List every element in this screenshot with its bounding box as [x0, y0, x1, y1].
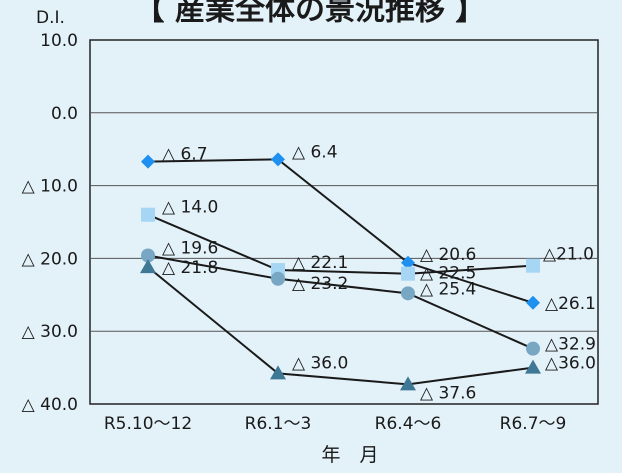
- data-label: △ 22.1: [292, 253, 348, 273]
- data-point-triangle: [400, 376, 416, 391]
- x-tick-label: R6.1〜3: [245, 414, 312, 434]
- x-tick-label: R5.10〜12: [104, 414, 192, 434]
- data-label: △ 6.4: [292, 142, 338, 162]
- x-tick-label: R6.4〜6: [375, 414, 442, 434]
- data-point-circle: [271, 271, 285, 286]
- x-tick-labels: R5.10〜12 R6.1〜3 R6.4〜6 R6.7〜9: [104, 414, 566, 434]
- plot-area-frame: [89, 39, 599, 405]
- data-label: △ 36.0: [292, 353, 348, 373]
- data-label: △ 6.7: [162, 145, 208, 165]
- x-axis-label: 年 月: [321, 444, 378, 466]
- data-point-triangle: [270, 365, 286, 380]
- data-point-circle: [141, 248, 155, 263]
- y-tick-label: △ 20.0: [22, 249, 78, 269]
- series-markers: [140, 152, 541, 391]
- data-point-diamond: [271, 152, 285, 167]
- data-point-circle: [526, 341, 540, 356]
- y-tick-label: 10.0: [40, 31, 78, 51]
- series-line: [147, 158, 534, 304]
- data-label: △ 23.2: [292, 274, 348, 294]
- data-label: △ 19.6: [162, 238, 218, 258]
- data-label: △ 37.6: [420, 383, 476, 403]
- data-label: △ 21.8: [162, 258, 218, 278]
- y-axis-label: D.I.: [36, 8, 65, 28]
- x-tick-label: R6.7〜9: [500, 414, 567, 434]
- gridlines: [90, 112, 598, 332]
- series-lines: [147, 158, 534, 386]
- series-line: [147, 266, 534, 386]
- data-label: △ 14.0: [162, 198, 218, 218]
- data-point-square: [141, 207, 155, 222]
- data-label: △26.1: [545, 294, 596, 314]
- data-point-square: [401, 266, 415, 281]
- data-label: △32.9: [545, 335, 596, 355]
- data-point-triangle: [525, 359, 541, 374]
- y-tick-labels: 10.0 0.0 △ 10.0 △ 20.0 △ 30.0 △ 40.0: [22, 31, 78, 415]
- y-tick-label: △ 30.0: [22, 322, 78, 342]
- data-point-diamond: [141, 154, 155, 169]
- y-tick-label: 0.0: [51, 104, 78, 124]
- data-point-diamond: [526, 295, 540, 310]
- data-point-square: [526, 258, 540, 273]
- data-point-triangle: [140, 259, 156, 274]
- series-line: [147, 213, 534, 275]
- chart-title: 【 産業全体の景況推移 】: [135, 0, 486, 28]
- y-tick-label: △ 10.0: [22, 177, 78, 197]
- data-point-diamond: [401, 255, 415, 270]
- series-line: [147, 254, 534, 350]
- data-label: △36.0: [545, 354, 596, 374]
- data-label: △21.0: [543, 245, 594, 265]
- data-point-circle: [401, 286, 415, 301]
- y-tick-label: △ 40.0: [22, 395, 78, 415]
- data-labels: △ 6.7 △ 6.4△ 20.6△26.1△ 14.0△ 22.1△ 22.5△…: [162, 142, 596, 403]
- data-label: △ 25.4: [420, 279, 476, 299]
- data-label: △ 20.6: [420, 245, 476, 265]
- data-label: △ 22.5: [420, 264, 476, 284]
